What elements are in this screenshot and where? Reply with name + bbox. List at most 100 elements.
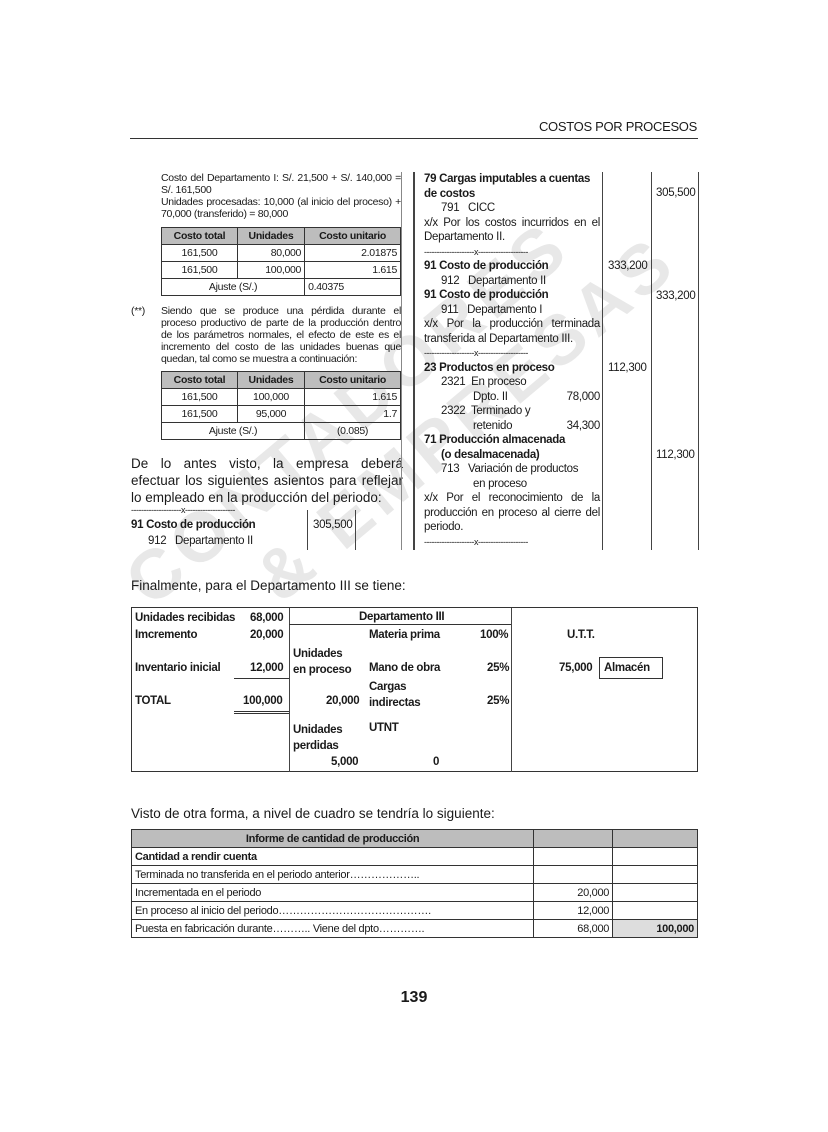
header-rule	[130, 138, 698, 139]
label: UTNT	[369, 722, 399, 734]
almacen-box: Almacén	[599, 657, 663, 679]
cell: 68,000	[533, 919, 614, 938]
label: Materia prima	[369, 629, 440, 641]
entry-debit: 305,500	[313, 519, 353, 531]
value: 25%	[487, 662, 510, 674]
table-row: 161,500 100,000 1.615	[161, 388, 401, 406]
cell: Incrementada en el periodo	[130, 883, 535, 902]
cell: 1.615	[304, 388, 401, 406]
subaccount: 2322 Terminado y	[441, 405, 531, 417]
cell: 161,500	[161, 261, 238, 279]
table-row: Terminada no transferida en el periodo a…	[130, 865, 698, 884]
running-header: COSTOS POR PROCESOS	[538, 119, 697, 134]
cost-table-1: Costo total Unidades Costo unitario 161,50…	[160, 227, 401, 296]
gloss: x/x Por los costos incurridos en el Depa…	[424, 216, 600, 244]
table-row: Ajuste (S/.) (0.085)	[160, 422, 401, 440]
total-value: 100,000	[243, 695, 283, 707]
cell: 0.40375	[304, 278, 401, 296]
dept3-diagram: Unidades recibidas 68,000 Imcremento 20,…	[131, 607, 698, 772]
subaccount: en proceso	[473, 477, 527, 490]
table-row: En proceso al inicio del periodo………………………	[130, 901, 698, 920]
label: Mano de obra	[369, 662, 441, 674]
cell	[612, 865, 698, 884]
account: (o desalmacenada)	[441, 448, 540, 461]
cell: 161,500	[161, 388, 238, 406]
separator: --------------------x-------------------…	[424, 246, 528, 257]
cell: 2.01875	[304, 244, 401, 262]
cell	[533, 829, 614, 848]
debit-amount: 333,200	[608, 260, 648, 272]
value: 12,000	[250, 662, 284, 674]
subaccount: 791 CICC	[441, 202, 495, 214]
label: Cargas indirectas	[369, 681, 421, 709]
dept3-intro: Finalmente, para el Departamento III se …	[131, 578, 406, 593]
dept1-cost: Costo del Departamento I: S/. 21,500 + S…	[161, 172, 401, 196]
debit-amount: 112,300	[608, 362, 647, 374]
cell: 100,000	[236, 261, 306, 279]
value: 0	[433, 756, 440, 768]
production-report-table: Informe de cantidad de producción Cantid…	[130, 829, 698, 938]
label: Unidades en proceso	[293, 648, 352, 676]
label: Unidades perdidas	[293, 724, 343, 752]
total-cell: 100,000	[612, 919, 698, 938]
dept-title: Departamento III	[359, 611, 445, 623]
cell	[612, 829, 698, 848]
cell	[612, 883, 698, 902]
cell: 1.615	[304, 261, 401, 279]
value: 5,000	[331, 756, 359, 768]
section-label: Cantidad a rendir cuenta	[130, 847, 535, 866]
account: 79 Cargas imputables a cuentas de costos	[424, 173, 591, 200]
value: 100%	[480, 629, 509, 641]
divider	[511, 608, 512, 772]
gloss: x/x Por el reconocimiento de la producci…	[424, 492, 600, 533]
note-text: Siendo que se produce una pérdida durant…	[161, 305, 401, 365]
subaccount: 713 Variación de productos	[441, 463, 579, 475]
cell: 1.7	[304, 405, 401, 423]
value: 20,000	[250, 629, 284, 641]
separator: --------------------x-------------------…	[424, 348, 528, 358]
table-row: Ajuste (S/.) 0.40375	[160, 278, 401, 296]
cell	[533, 847, 614, 866]
th: Costo unitario	[304, 227, 401, 245]
cell: Ajuste (S/.)	[160, 422, 306, 440]
entry-account: 91 Costo de producción	[131, 519, 256, 531]
th: Costo total	[161, 227, 238, 245]
credit-amount: 112,300	[656, 449, 695, 461]
label: TOTAL	[135, 695, 171, 707]
intro-text: Costo del Departamento I: S/. 21,500 + S…	[161, 172, 401, 220]
value: 25%	[487, 695, 510, 707]
units-processed: Unidades procesadas: 10,000 (al inicio d…	[161, 196, 401, 220]
subaccount: retenido	[473, 419, 513, 432]
cell	[533, 865, 614, 884]
table-row: Puesta en fabricación durante……….. Viene…	[130, 919, 698, 938]
credit-amount: 333,200	[656, 290, 696, 302]
account: 91 Costo de producción	[424, 260, 549, 272]
divider	[289, 624, 511, 625]
cell: 161,500	[161, 405, 238, 423]
column-divider	[413, 172, 415, 550]
account: 91 Costo de producción	[424, 289, 549, 301]
cell: 161,500	[161, 244, 238, 262]
sub-amount: 78,000	[566, 390, 601, 403]
table-title: Informe de cantidad de producción	[130, 829, 535, 848]
report-intro: Visto de otra forma, a nivel de cuadro s…	[131, 806, 495, 821]
cell	[612, 847, 698, 866]
column-line	[355, 510, 356, 550]
page-number: 139	[400, 989, 428, 1006]
subaccount: 912 Departamento II	[441, 274, 546, 287]
value: 68,000	[250, 612, 284, 624]
cell: Puesta en fabricación durante……….. Viene…	[130, 919, 535, 938]
cell: 80,000	[236, 244, 306, 262]
cost-table-2: Costo total Unidades Costo unitario 161,50…	[160, 371, 401, 440]
th: Costo unitario	[304, 371, 401, 389]
cell: 100,000	[236, 388, 306, 406]
sum-rule	[234, 678, 289, 679]
note-marker: (**)	[131, 305, 145, 317]
account: 23 Productos en proceso	[424, 361, 555, 374]
label: U.T.T.	[567, 629, 595, 641]
double-rule	[234, 711, 289, 714]
label: Unidades recibidas	[135, 612, 236, 624]
journal-right: 79 Cargas imputables a cuentas de costos…	[424, 172, 600, 549]
account: 71 Producción almacenada	[424, 434, 566, 446]
label: Almacén	[604, 662, 650, 674]
